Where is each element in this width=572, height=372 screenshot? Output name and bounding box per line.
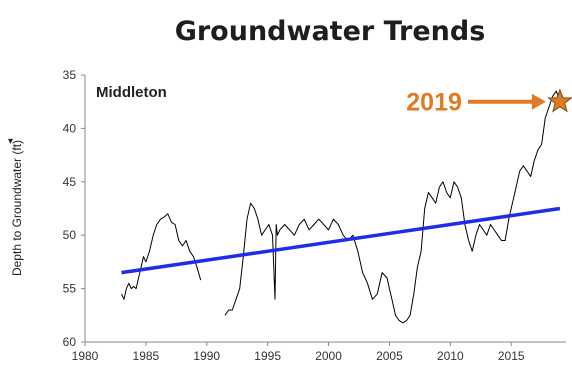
station-annotation: Middleton (96, 84, 167, 101)
x-tick-label: 1985 (133, 349, 160, 363)
x-tick-labels: 1980 1985 1990 1995 2000 2005 2010 2015 (72, 349, 525, 363)
plot-area (121, 90, 561, 324)
x-tick-label: 2005 (376, 349, 403, 363)
x-tick-label: 1980 (72, 349, 99, 363)
y-tick-label: 45 (63, 175, 77, 189)
x-tick-label: 1990 (193, 349, 220, 363)
y-tick-label: 40 (63, 121, 77, 135)
x-tick-label: 2010 (437, 349, 464, 363)
measured-depth-line-2 (224, 90, 561, 324)
measured-depth-line-1 (121, 213, 202, 300)
callout: 2019 (406, 88, 572, 117)
y-tick-label: 50 (63, 228, 77, 242)
x-tick-label: 2015 (498, 349, 525, 363)
y-tick-label: 55 (63, 282, 77, 296)
axes (81, 74, 566, 346)
star-marker (547, 88, 572, 113)
y-tick-label: 35 (63, 68, 77, 82)
x-tick-label: 1995 (254, 349, 281, 363)
y-axis-label: Depth to Groundwater (ft) (10, 140, 24, 276)
x-tick-label: 2000 (315, 349, 342, 363)
y-tick-label: 60 (63, 335, 77, 349)
y-label-marker: ▾ (8, 136, 13, 147)
trend-line (121, 206, 561, 275)
y-tick-labels: 35 40 45 50 55 60 (63, 68, 77, 349)
callout-label: 2019 (406, 89, 462, 117)
chart-title: Groundwater Trends (175, 16, 486, 47)
callout-arrow-head (531, 93, 546, 110)
